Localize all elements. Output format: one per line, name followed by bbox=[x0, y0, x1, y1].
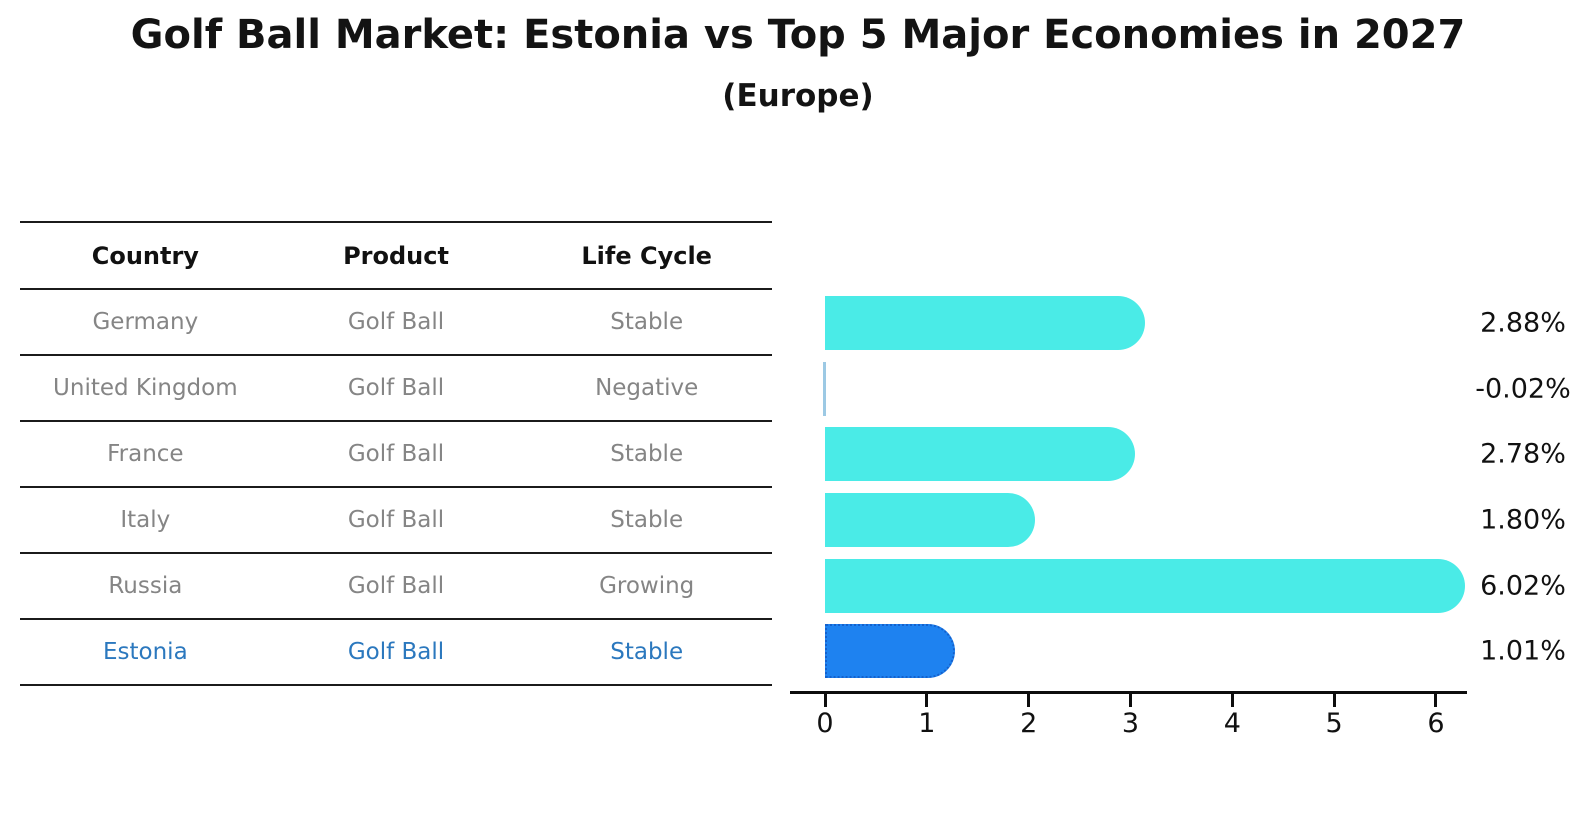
cell-life-cycle: Stable bbox=[610, 441, 684, 467]
chart-subtitle: (Europe) bbox=[722, 78, 874, 114]
cell-product: Golf Ball bbox=[347, 573, 445, 599]
bar-plot-area: 0 1 2 3 4 5 6 bbox=[790, 270, 1467, 739]
x-tick-label-4: 4 bbox=[1223, 708, 1241, 739]
column-header-product: Product bbox=[343, 241, 449, 270]
bar-estonia bbox=[825, 624, 955, 679]
value-label-france: 2.78% bbox=[1480, 438, 1566, 470]
cell-product: Golf Ball bbox=[347, 441, 445, 467]
x-tick-label-0: 0 bbox=[816, 708, 834, 739]
x-tick-0 bbox=[823, 694, 827, 707]
bar-france bbox=[825, 427, 1136, 482]
bar-russia bbox=[825, 558, 1466, 613]
value-label-estonia: 1.01% bbox=[1480, 635, 1566, 667]
table-row-united-kingdom: United Kingdom Golf Ball Negative bbox=[20, 356, 772, 422]
cell-life-cycle: Stable bbox=[610, 507, 684, 533]
x-tick-label-5: 5 bbox=[1325, 708, 1343, 739]
x-tick-2 bbox=[1027, 694, 1031, 707]
x-tick-label-2: 2 bbox=[1020, 708, 1038, 739]
cell-country: Estonia bbox=[103, 639, 188, 665]
cell-product: Golf Ball bbox=[347, 507, 445, 533]
table-row-estonia: Estonia Golf Ball Stable bbox=[20, 620, 772, 686]
x-tick-label-3: 3 bbox=[1121, 708, 1140, 739]
x-tick-label-6: 6 bbox=[1427, 708, 1445, 739]
x-tick-4 bbox=[1230, 694, 1234, 707]
x-axis-line bbox=[790, 691, 1467, 694]
cell-country: Italy bbox=[120, 507, 171, 533]
x-tick-3 bbox=[1128, 694, 1132, 707]
cell-life-cycle: Stable bbox=[610, 639, 684, 665]
cell-life-cycle: Stable bbox=[610, 309, 684, 335]
table-row-france: France Golf Ball Stable bbox=[20, 422, 772, 488]
table-row-germany: Germany Golf Ball Stable bbox=[20, 290, 772, 356]
cell-product: Golf Ball bbox=[347, 639, 445, 665]
cell-country: Germany bbox=[92, 309, 199, 335]
cell-life-cycle: Growing bbox=[599, 573, 695, 599]
table-header-row: Country Product Life Cycle bbox=[20, 223, 772, 290]
bar-germany bbox=[825, 296, 1146, 350]
x-tick-6 bbox=[1434, 694, 1438, 707]
value-label-germany: 2.88% bbox=[1480, 307, 1566, 339]
x-tick-1 bbox=[925, 694, 929, 707]
cell-product: Golf Ball bbox=[347, 309, 445, 335]
value-label-united-kingdom: -0.02% bbox=[1475, 373, 1571, 405]
table-body: Germany Golf Ball Stable United Kingdom Golf… bbox=[20, 290, 772, 686]
value-label-italy: 1.80% bbox=[1480, 504, 1566, 536]
table-row-italy: Italy Golf Ball Stable bbox=[20, 488, 772, 554]
chart-title: Golf Ball Market: Estonia vs Top 5 Major… bbox=[130, 12, 1466, 58]
column-header-life-cycle: Life Cycle bbox=[581, 241, 712, 270]
cell-country: France bbox=[107, 441, 184, 467]
cell-life-cycle: Negative bbox=[595, 375, 699, 401]
x-tick-label-1: 1 bbox=[918, 708, 936, 739]
bar-united-kingdom bbox=[823, 361, 826, 416]
x-tick-5 bbox=[1332, 694, 1336, 707]
cell-country: Russia bbox=[108, 573, 183, 599]
market-table: Country Product Life Cycle Germany Golf B… bbox=[20, 221, 772, 686]
bar-italy bbox=[825, 492, 1036, 547]
value-label-russia: 6.02% bbox=[1480, 570, 1566, 602]
cell-country: United Kingdom bbox=[53, 375, 238, 401]
table-row-russia: Russia Golf Ball Growing bbox=[20, 554, 772, 620]
column-header-country: Country bbox=[91, 241, 199, 270]
cell-product: Golf Ball bbox=[347, 375, 445, 401]
